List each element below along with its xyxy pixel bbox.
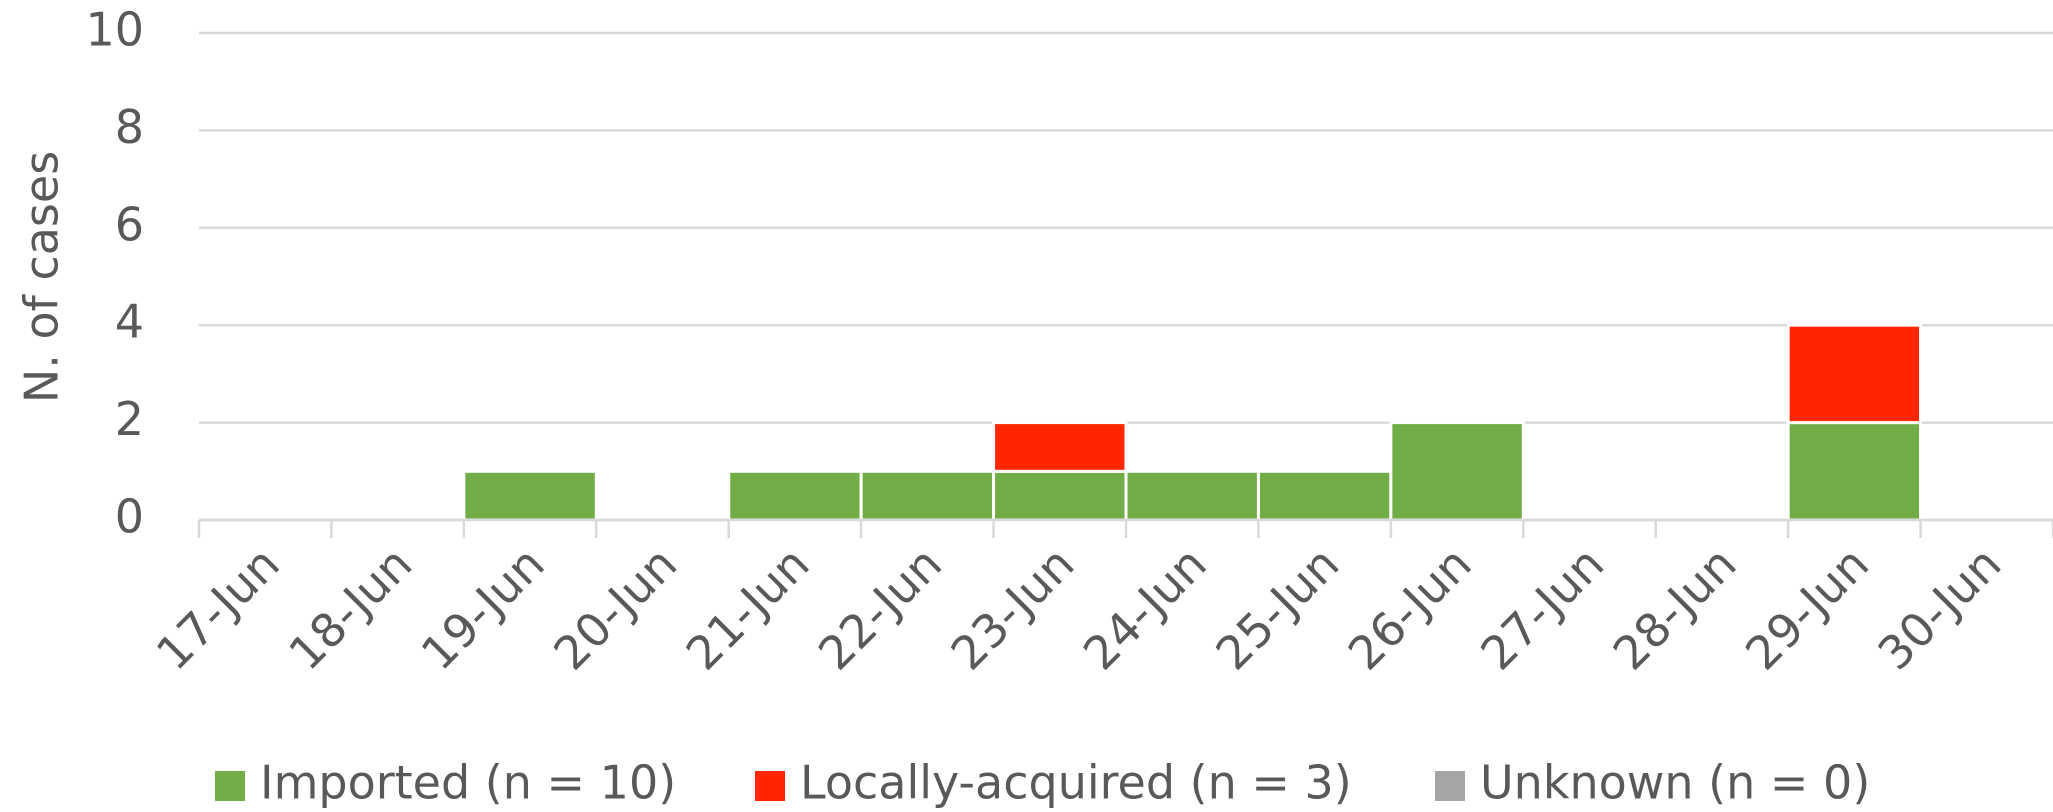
x-tick-label: 22-Jun — [808, 536, 952, 680]
bar-segment — [1786, 323, 1923, 425]
legend-label: Unknown (n = 0) — [1480, 756, 1870, 810]
x-tick-label: 24-Jun — [1073, 536, 1217, 680]
x-tick-label: 26-Jun — [1338, 536, 1482, 680]
legend-swatch — [215, 771, 245, 801]
legend-label: Locally-acquired (n = 3) — [800, 756, 1352, 810]
x-tick-label: 28-Jun — [1603, 536, 1747, 680]
x-tick-label: 25-Jun — [1205, 536, 1349, 680]
y-tick-label: 2 — [115, 392, 144, 446]
x-tick-label: 30-Jun — [1867, 536, 2011, 680]
y-tick-label: 4 — [115, 295, 144, 349]
x-tick-label: 18-Jun — [278, 536, 422, 680]
legend-label: Imported (n = 10) — [260, 756, 676, 810]
bar-segment — [992, 421, 1128, 473]
bar-segment — [859, 469, 996, 522]
x-tick-label: 20-Jun — [543, 536, 687, 680]
x-tick-label: 17-Jun — [146, 536, 290, 680]
y-axis-label: N. of cases — [15, 151, 69, 403]
x-tick-label: 23-Jun — [940, 536, 1084, 680]
bar-segment — [727, 469, 863, 522]
y-tick-label: 10 — [85, 3, 144, 57]
y-tick-label: 8 — [115, 100, 144, 154]
bar-segment — [1256, 469, 1393, 522]
bar-segment — [1124, 469, 1260, 522]
x-tick-label: 19-Jun — [411, 536, 555, 680]
x-tick-label: 29-Jun — [1735, 536, 1879, 680]
legend-swatch — [755, 771, 785, 801]
y-tick-label: 0 — [115, 490, 144, 544]
bar-segment — [992, 469, 1128, 522]
x-tick-label: 27-Jun — [1470, 536, 1614, 680]
y-tick-label: 6 — [115, 197, 144, 251]
legend-swatch — [1435, 771, 1465, 801]
x-tick-label: 21-Jun — [676, 536, 820, 680]
bar-segment — [462, 469, 598, 522]
bar-segment — [1786, 421, 1923, 522]
bar-segment — [1389, 421, 1525, 522]
